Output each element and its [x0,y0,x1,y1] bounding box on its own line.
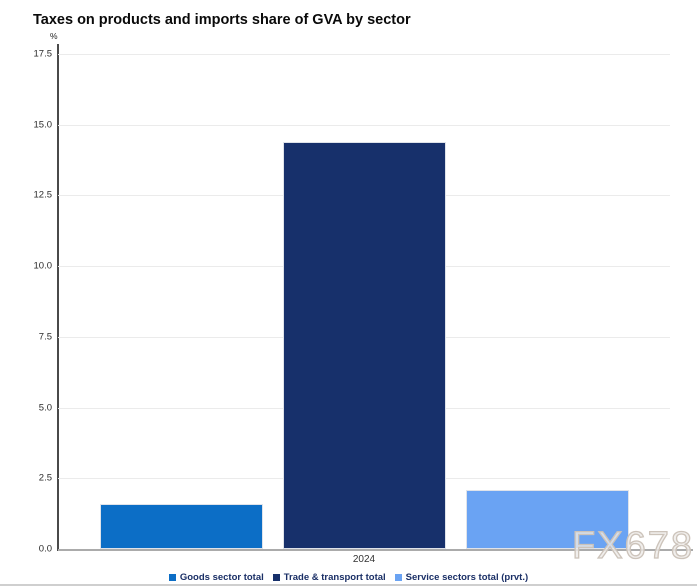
y-axis-unit-label: % [50,31,58,41]
legend-label: Service sectors total (prvt.) [405,571,529,583]
bar-goods-sector-total [99,503,263,549]
y-tick-label: 0.0 [38,543,52,555]
bottom-border-line [0,584,697,586]
x-axis-line [58,549,693,551]
y-tick-label: 12.5 [33,189,53,201]
legend-item: Trade & transport total [272,571,386,583]
y-tick-label: 17.5 [33,48,53,60]
legend-swatch-icon [168,573,176,581]
y-tick-label: 2.5 [38,472,52,484]
bar-service-sectors-total-prvt [465,489,629,549]
x-axis-category-label: 2024 [352,554,376,565]
legend-item: Service sectors total (prvt.) [394,571,529,583]
legend: Goods sector total Trade & transport tota… [0,570,697,584]
legend-swatch-icon [272,573,280,581]
gridline [58,54,670,55]
y-axis-line [57,44,59,551]
chart-title: Taxes on products and imports share of G… [33,12,411,28]
y-tick-label: 5.0 [38,402,52,414]
legend-item: Goods sector total [168,571,264,583]
bar-trade-transport-total [282,141,446,549]
gridline [58,124,670,126]
legend-swatch-icon [394,573,402,581]
legend-label: Goods sector total [179,571,264,583]
y-tick-label: 15.0 [33,119,53,131]
y-tick-label: 7.5 [38,331,52,343]
legend-label: Trade & transport total [283,571,386,583]
y-tick-label: 10.0 [33,260,53,272]
